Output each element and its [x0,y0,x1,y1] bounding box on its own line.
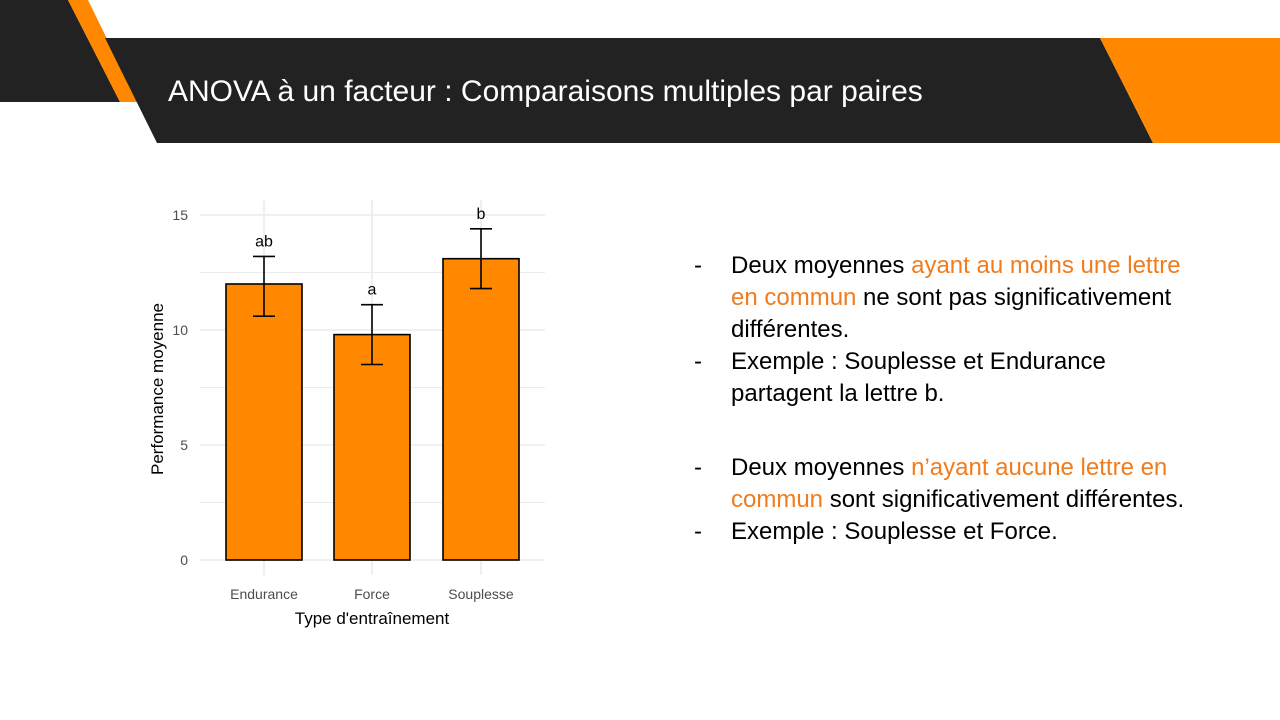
bullet-text: Exemple : Souplesse et Endurance partage… [731,348,1106,407]
y-tick-label: 10 [172,322,188,338]
group-letter-label: b [477,206,486,223]
title-banner [0,0,1280,143]
group-letter-label: a [368,282,377,299]
banner-orange-stripe [68,0,138,102]
banner-dark-bar [105,38,1153,143]
x-tick-label: Endurance [230,586,298,602]
dash-bullet-icon: - [694,252,702,279]
bullet-item: - Exemple : Souplesse et Force. [694,516,1194,548]
bullet-group-shared-letter: - Deux moyennes ayant au moins une lettr… [694,250,1194,410]
y-tick-label: 5 [180,437,188,453]
bar-chart: 0 5 10 15 ab Endurance a Force b Souplesse Type d'… [140,190,560,635]
bullet-text: Deux moyennes [731,252,912,279]
bullet-text-after: sont significativement différentes. [823,486,1185,513]
bullet-item: - Deux moyennes n’ayant aucune lettre en… [694,452,1194,516]
dash-bullet-icon: - [694,454,702,481]
dash-bullet-icon: - [694,518,702,545]
slide-title: ANOVA à un facteur : Comparaisons multip… [168,75,923,108]
group-letter-label: ab [255,233,273,250]
x-tick-label: Souplesse [448,586,514,602]
bullet-item: - Deux moyennes ayant au moins une lettr… [694,250,1194,346]
y-tick-label: 15 [172,207,188,223]
bullet-text: Deux moyennes [731,454,912,481]
bullet-highlight: ayant au moins une lettre en commun [731,252,1181,311]
bullet-item: - Exemple : Souplesse et Endurance parta… [694,346,1194,410]
banner-left-dark-block [0,0,120,102]
bullet-group-no-shared-letter: - Deux moyennes n’ayant aucune lettre en… [694,452,1194,548]
explanation-bullets: - Deux moyennes ayant au moins une lettr… [694,250,1194,548]
y-tick-label: 0 [180,552,188,568]
bullet-text-after: ne sont pas significativement différente… [731,284,1172,343]
bar-souplesse [442,257,520,561]
dash-bullet-icon: - [694,348,702,375]
x-tick-label: Force [354,586,390,602]
bar-endurance [225,283,303,561]
bar-force [333,333,411,561]
bar-chart-svg: 0 5 10 15 ab Endurance a Force b Souplesse Type d'… [148,200,545,628]
bullet-highlight: n’ayant aucune lettre en commun [731,454,1168,513]
y-axis-title: Performance moyenne [148,303,167,475]
x-axis-title: Type d'entraînement [295,609,450,628]
banner-orange-right-block [1100,38,1280,143]
bullet-text: Exemple : Souplesse et Force. [731,518,1058,545]
